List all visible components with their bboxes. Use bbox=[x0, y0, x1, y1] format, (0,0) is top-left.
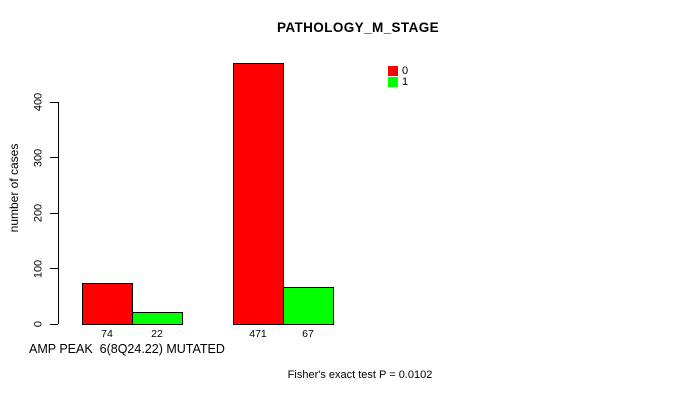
y-tick-label: 100 bbox=[32, 259, 45, 278]
y-tick-label: 200 bbox=[32, 203, 45, 223]
bar-value-label: 22 bbox=[151, 328, 163, 340]
legend-row: 0 bbox=[388, 65, 409, 77]
y-axis-title: number of cases bbox=[7, 143, 21, 233]
y-tick-label: 300 bbox=[32, 148, 45, 167]
y-tick-label: 400 bbox=[32, 92, 45, 112]
legend-swatch-0 bbox=[388, 66, 398, 76]
bar-group2-series-0 bbox=[233, 63, 284, 325]
y-axis-line bbox=[58, 102, 59, 324]
x-axis-caption: AMP PEAK 6(8Q24.22) MUTATED bbox=[29, 342, 225, 356]
legend-label-0: 0 bbox=[402, 65, 409, 77]
y-tick-mark bbox=[50, 323, 58, 325]
bar-group1-series-1 bbox=[132, 312, 183, 325]
y-tick-label: 0 bbox=[32, 320, 45, 328]
y-tick-mark bbox=[50, 268, 58, 269]
bar-value-label: 74 bbox=[101, 328, 113, 340]
legend-label-1: 1 bbox=[402, 76, 409, 88]
fisher-test-annotation: Fisher's exact test P = 0.0102 bbox=[287, 369, 433, 381]
y-tick-mark bbox=[50, 101, 58, 103]
bar-value-label: 67 bbox=[302, 328, 314, 340]
bar-value-label: 471 bbox=[249, 328, 267, 340]
bar-group2-series-1 bbox=[283, 287, 334, 325]
y-tick-mark bbox=[50, 157, 58, 158]
chart-title: PATHOLOGY_M_STAGE bbox=[276, 20, 440, 35]
legend-row: 1 bbox=[388, 76, 409, 88]
y-tick-mark bbox=[50, 212, 58, 214]
bar-group1-series-0 bbox=[82, 283, 133, 325]
legend-swatch-1 bbox=[388, 77, 398, 87]
